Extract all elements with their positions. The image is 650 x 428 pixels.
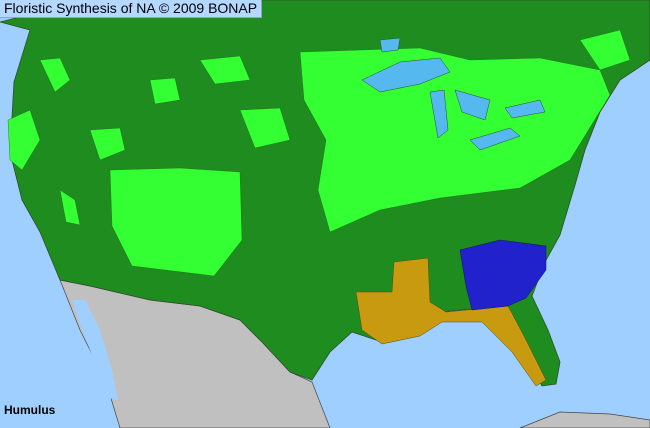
map-title: Floristic Synthesis of NA © 2009 BONAP [0,0,263,18]
state-rare-areas [355,257,547,387]
county-present-areas [7,29,631,277]
great-lakes [361,37,546,151]
gulf-of-california [72,300,118,400]
cuba [519,411,650,428]
special-status-areas [459,239,547,311]
taxon-label: Humulus [4,403,56,417]
